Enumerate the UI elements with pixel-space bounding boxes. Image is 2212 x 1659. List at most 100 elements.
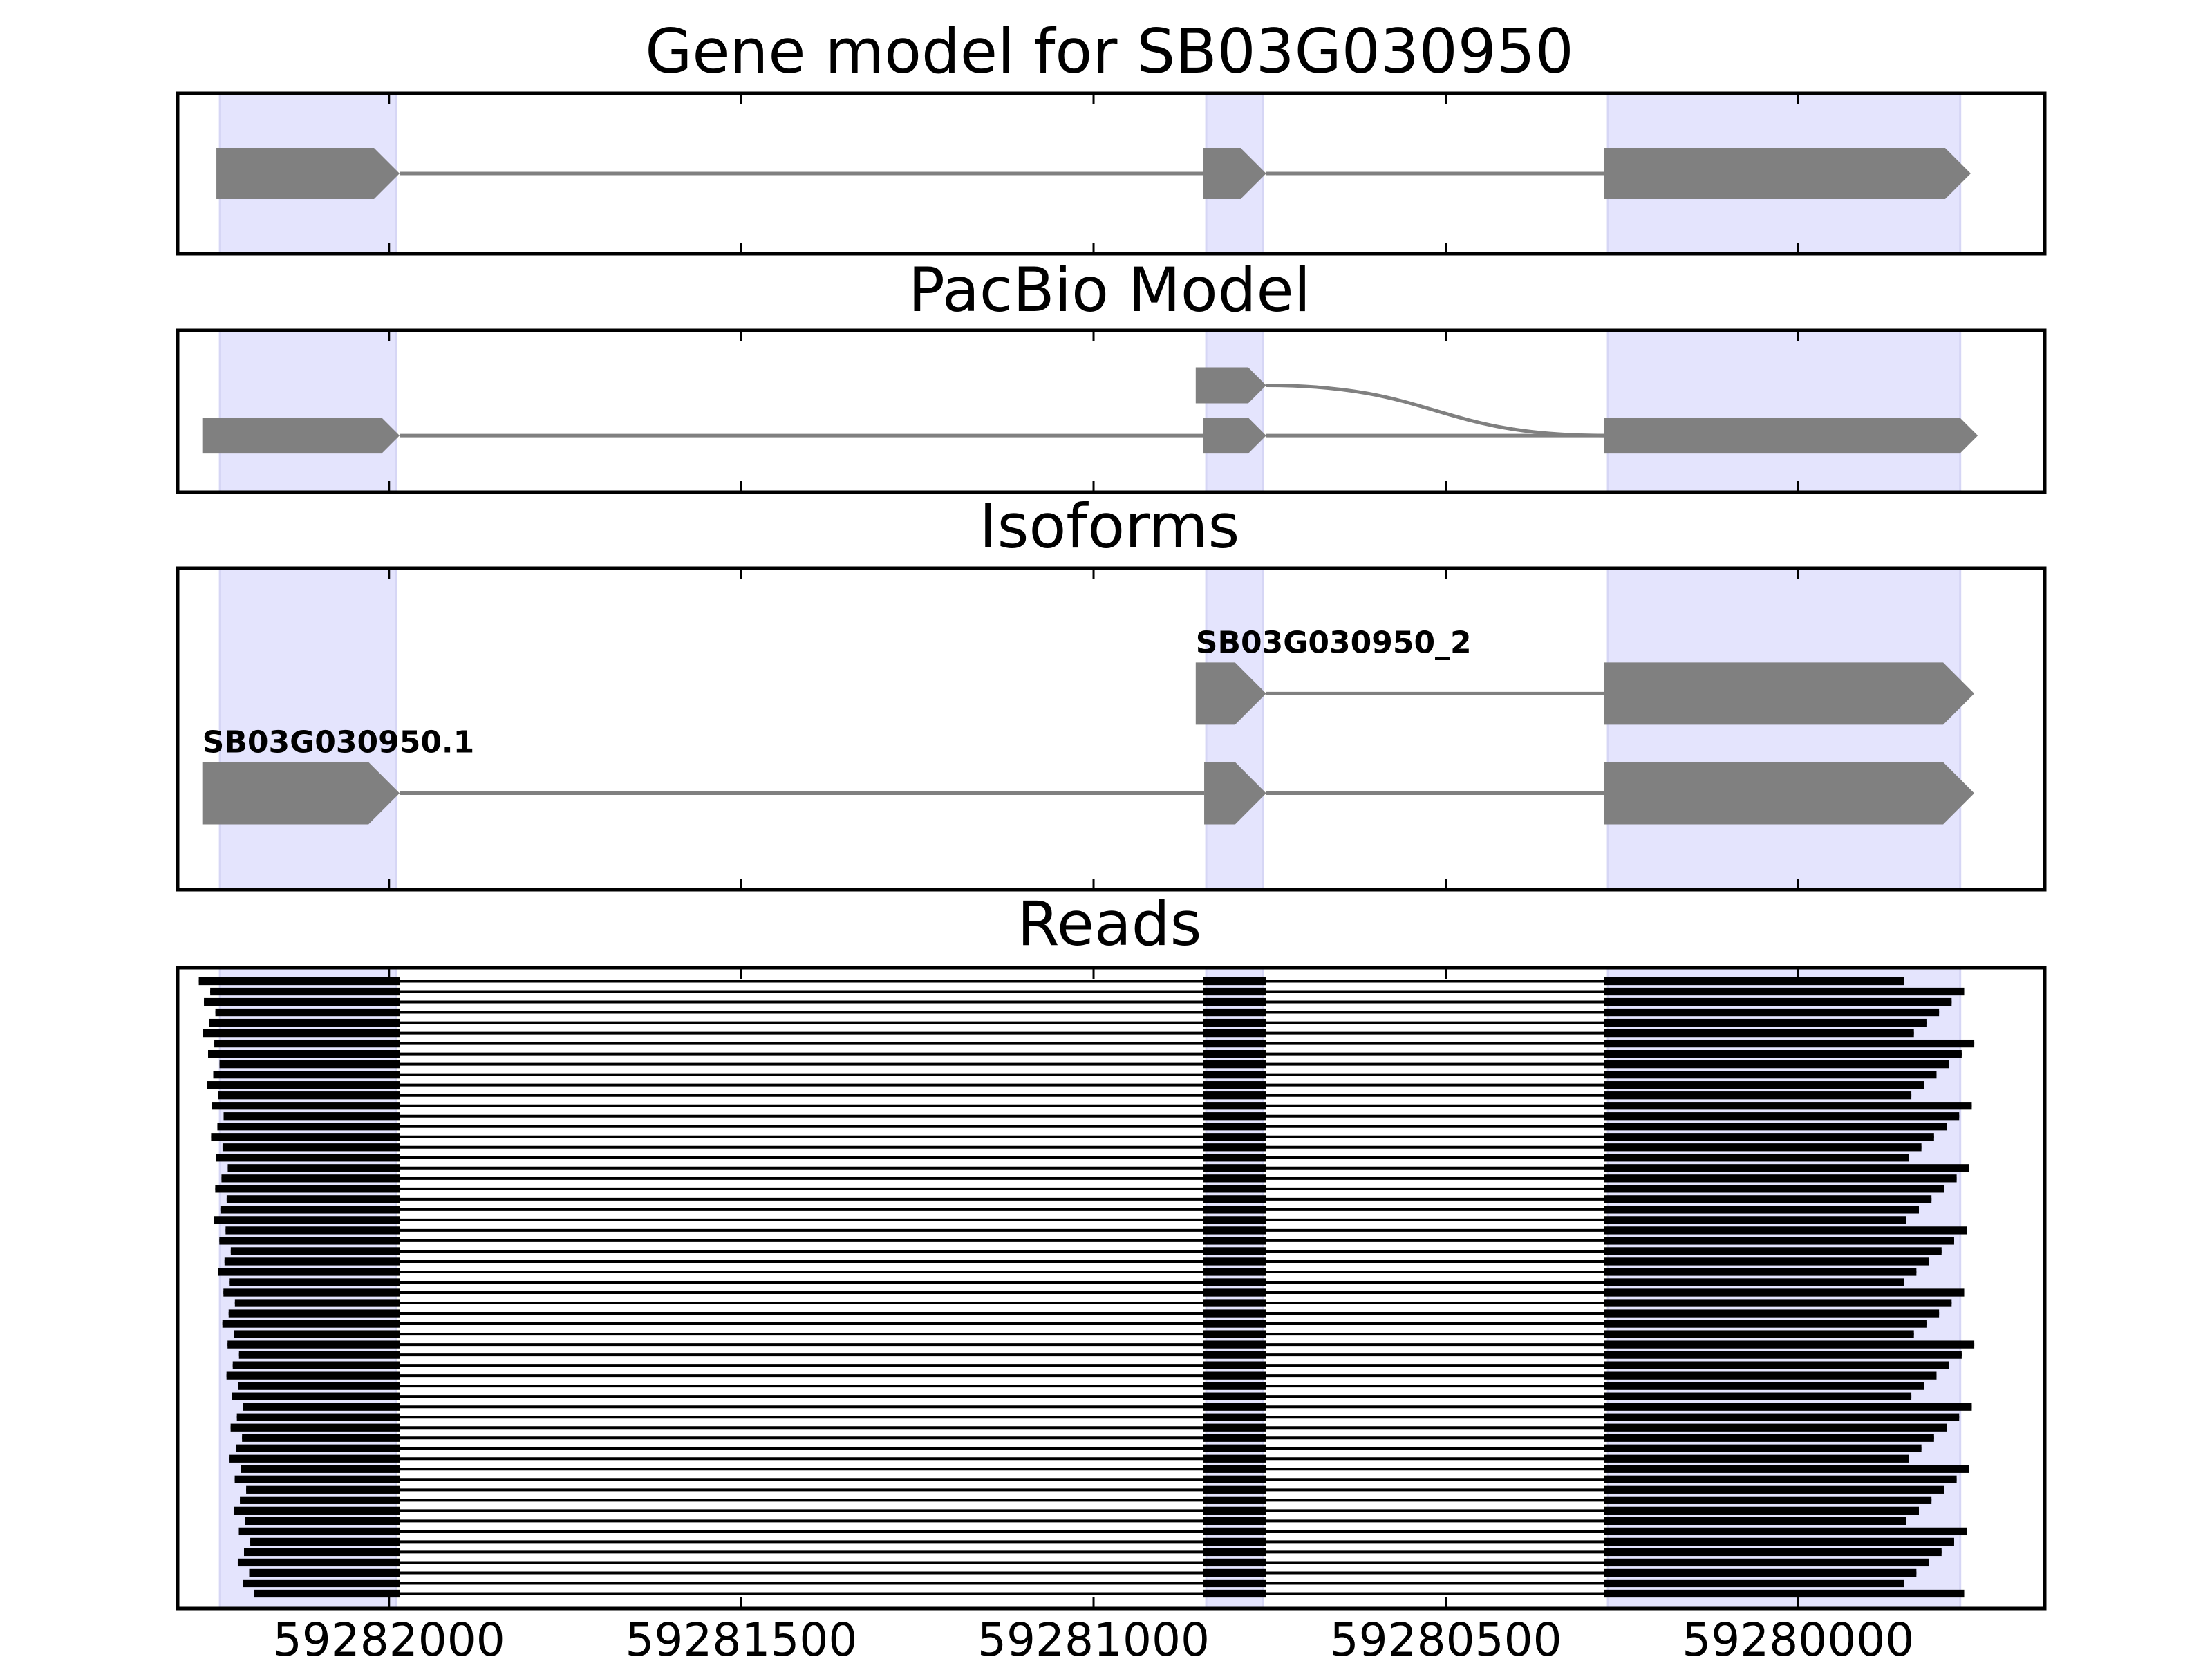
transcript: [216, 148, 1971, 199]
read-exon: [1604, 1216, 1906, 1224]
x-tick-label: 59280500: [1330, 1613, 1562, 1659]
exon-shape: [1604, 762, 1975, 825]
read-exon: [226, 1371, 400, 1380]
read-exon: [1604, 1008, 1940, 1017]
exon-highlight-band: [1205, 567, 1264, 891]
read-exon: [244, 1548, 400, 1557]
read-exon: [243, 1579, 400, 1588]
read-exon: [1203, 1340, 1266, 1349]
read-exon: [1604, 1226, 1967, 1235]
read-exon: [1604, 1517, 1906, 1526]
read-exon: [1604, 1133, 1934, 1141]
isoform-label: SB03G030950_2: [1196, 625, 1472, 660]
read-exon: [203, 1029, 400, 1038]
read-exon: [1203, 1237, 1266, 1245]
exon-shape: [1195, 367, 1266, 404]
read-exon: [1604, 1579, 1904, 1588]
panel-frame: [176, 91, 2047, 256]
read-exon: [216, 1154, 400, 1162]
exon-shape: [1195, 662, 1266, 725]
exon-highlight-band: [218, 567, 397, 891]
read-exon: [204, 997, 400, 1006]
read-exon: [1203, 1278, 1266, 1286]
read-exon: [254, 1589, 400, 1598]
transcript: SB03G030950.1: [202, 725, 1975, 825]
read-exon: [236, 1444, 400, 1452]
read-exon: [1604, 977, 1904, 986]
read-exon: [1203, 1102, 1266, 1110]
read-exon: [1604, 1018, 1927, 1027]
read-exon: [1203, 1091, 1266, 1100]
read-exon: [224, 1257, 400, 1266]
read-exon: [1604, 1403, 1972, 1411]
read-exon: [1203, 1185, 1266, 1193]
read-exon: [1604, 1548, 1942, 1557]
read-exon: [213, 1071, 400, 1079]
read-exon: [219, 1237, 400, 1245]
read-exon: [1203, 1174, 1266, 1183]
read-exon: [1604, 1558, 1929, 1567]
read-exon: [1203, 1164, 1266, 1172]
read-exon: [238, 1382, 400, 1390]
read-exon: [1604, 1154, 1909, 1162]
read-exon: [241, 1465, 400, 1473]
read-exon: [1604, 1371, 1937, 1380]
reads-panel: [176, 966, 2047, 1611]
read-exon: [1604, 1454, 1909, 1463]
read-exon: [1203, 1537, 1266, 1546]
read-exon: [1203, 1268, 1266, 1276]
exon-shape: [202, 418, 400, 454]
exon-shape: [1204, 762, 1266, 825]
read-exon: [210, 987, 400, 996]
read-exon: [249, 1568, 400, 1577]
read-exon: [1604, 1247, 1942, 1255]
read-exon: [234, 1506, 400, 1515]
read-exon: [1604, 1195, 1932, 1203]
read-exon: [228, 1309, 400, 1318]
read-exon: [1203, 1299, 1266, 1307]
isoform-label: SB03G030950.1: [203, 725, 475, 760]
exon-shape: [1604, 148, 1971, 199]
read-exon: [208, 1049, 400, 1058]
read-exon: [1604, 1506, 1919, 1515]
read-exon: [223, 1112, 400, 1121]
panel-frame: [176, 966, 2047, 1611]
read-exon: [1604, 1475, 1957, 1483]
read-exon: [1604, 1060, 1949, 1069]
read-exon: [1604, 1351, 1962, 1359]
read-exon: [1203, 1403, 1266, 1411]
read-exon: [217, 1123, 400, 1131]
read-exon: [1203, 1257, 1266, 1266]
read-exon: [1604, 1423, 1947, 1432]
read-exon: [1604, 1288, 1965, 1297]
read-exon: [1203, 1029, 1266, 1038]
read-exon: [236, 1413, 400, 1421]
read-exon: [1604, 1382, 1924, 1390]
read-exon: [1604, 1257, 1929, 1266]
read-exon: [1203, 1527, 1266, 1536]
exon-shape: [1203, 148, 1266, 199]
read-exon: [1604, 1309, 1940, 1318]
read-exon: [207, 1081, 400, 1089]
read-exon: [1604, 1527, 1967, 1536]
read-exon: [1203, 1485, 1266, 1494]
read-exon: [1604, 1589, 1965, 1598]
read-exon: [1203, 1309, 1266, 1318]
read-exon: [1604, 1361, 1949, 1369]
read-exon: [234, 1330, 400, 1338]
read-exon: [1604, 1123, 1947, 1131]
read-exon: [1203, 1112, 1266, 1121]
read-exon: [1203, 977, 1266, 986]
read-exon: [1203, 1465, 1266, 1473]
read-exon: [198, 977, 400, 986]
read-exon: [1203, 987, 1266, 996]
read-exon: [222, 1320, 400, 1328]
read-exon: [1203, 1288, 1266, 1297]
pacbio-model-title: PacBio Model: [908, 254, 1311, 326]
read-exon: [246, 1485, 400, 1494]
read-exon: [1604, 1143, 1922, 1152]
read-exon: [218, 1268, 400, 1276]
exon-shape: [1203, 418, 1266, 454]
read-exon: [229, 1454, 400, 1463]
